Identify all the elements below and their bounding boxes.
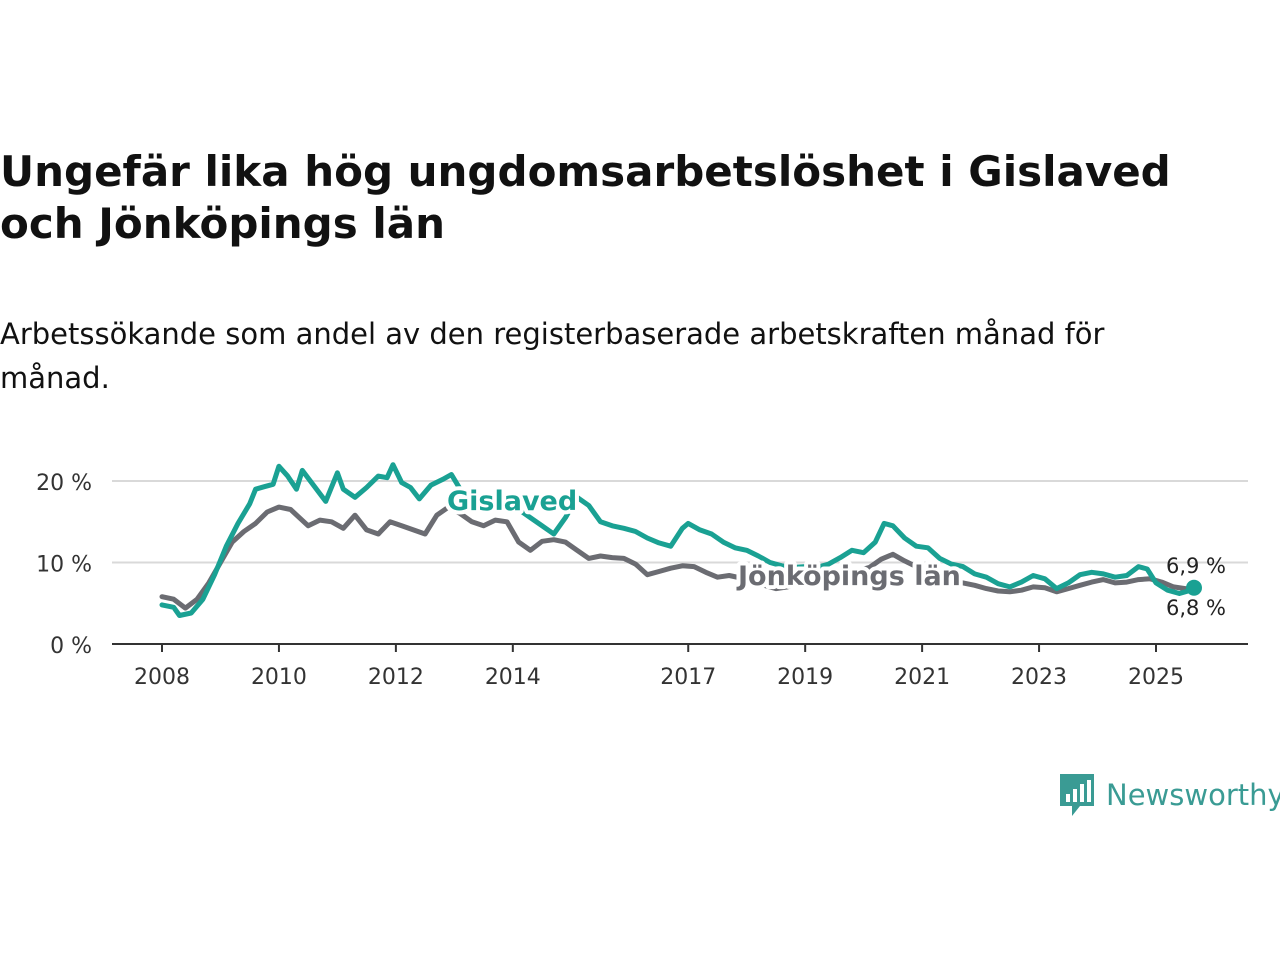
x-tick-label: 2017 xyxy=(660,665,716,690)
inline-label-jonkopings-lan: Jönköpings län xyxy=(736,561,961,592)
x-tick-label: 2025 xyxy=(1128,665,1184,690)
y-tick-label: 20 % xyxy=(36,471,92,496)
newsworthy-logo-icon xyxy=(1060,774,1094,816)
end-label-gislaved: 6,9 % xyxy=(1166,554,1226,578)
line-chart: 0 % 10 % 20 % 2008 2010 2012 2014 2017 2019 2021 2… xyxy=(36,462,1248,690)
x-tick-label: 2014 xyxy=(485,665,541,690)
x-tick-label: 2008 xyxy=(134,665,190,690)
inline-label-gislaved: Gislaved xyxy=(447,486,577,517)
brand-name: Newsworthy xyxy=(1106,778,1280,812)
series-line-gislaved xyxy=(159,462,1197,618)
series-line-jonkopings-lan xyxy=(159,504,1197,611)
chart-subtitle: Arbetssökande som andel av den registerb… xyxy=(0,317,1105,395)
newsworthy-logo[interactable]: Newsworthy xyxy=(1058,772,1280,818)
chart-title: Ungefär lika hög ungdomsarbetslöshet i G… xyxy=(0,147,1171,248)
x-tick-label: 2023 xyxy=(1011,665,1067,690)
x-tick-label: 2012 xyxy=(368,665,424,690)
y-tick-label: 10 % xyxy=(36,553,92,578)
x-tick-label: 2021 xyxy=(894,665,950,690)
x-tick-label: 2010 xyxy=(251,665,307,690)
end-label-jonkopings-lan: 6,8 % xyxy=(1166,596,1226,620)
series-end-marker-gislaved xyxy=(1186,579,1203,596)
y-tick-label: 0 % xyxy=(50,634,92,659)
x-tick-label: 2019 xyxy=(777,665,833,690)
